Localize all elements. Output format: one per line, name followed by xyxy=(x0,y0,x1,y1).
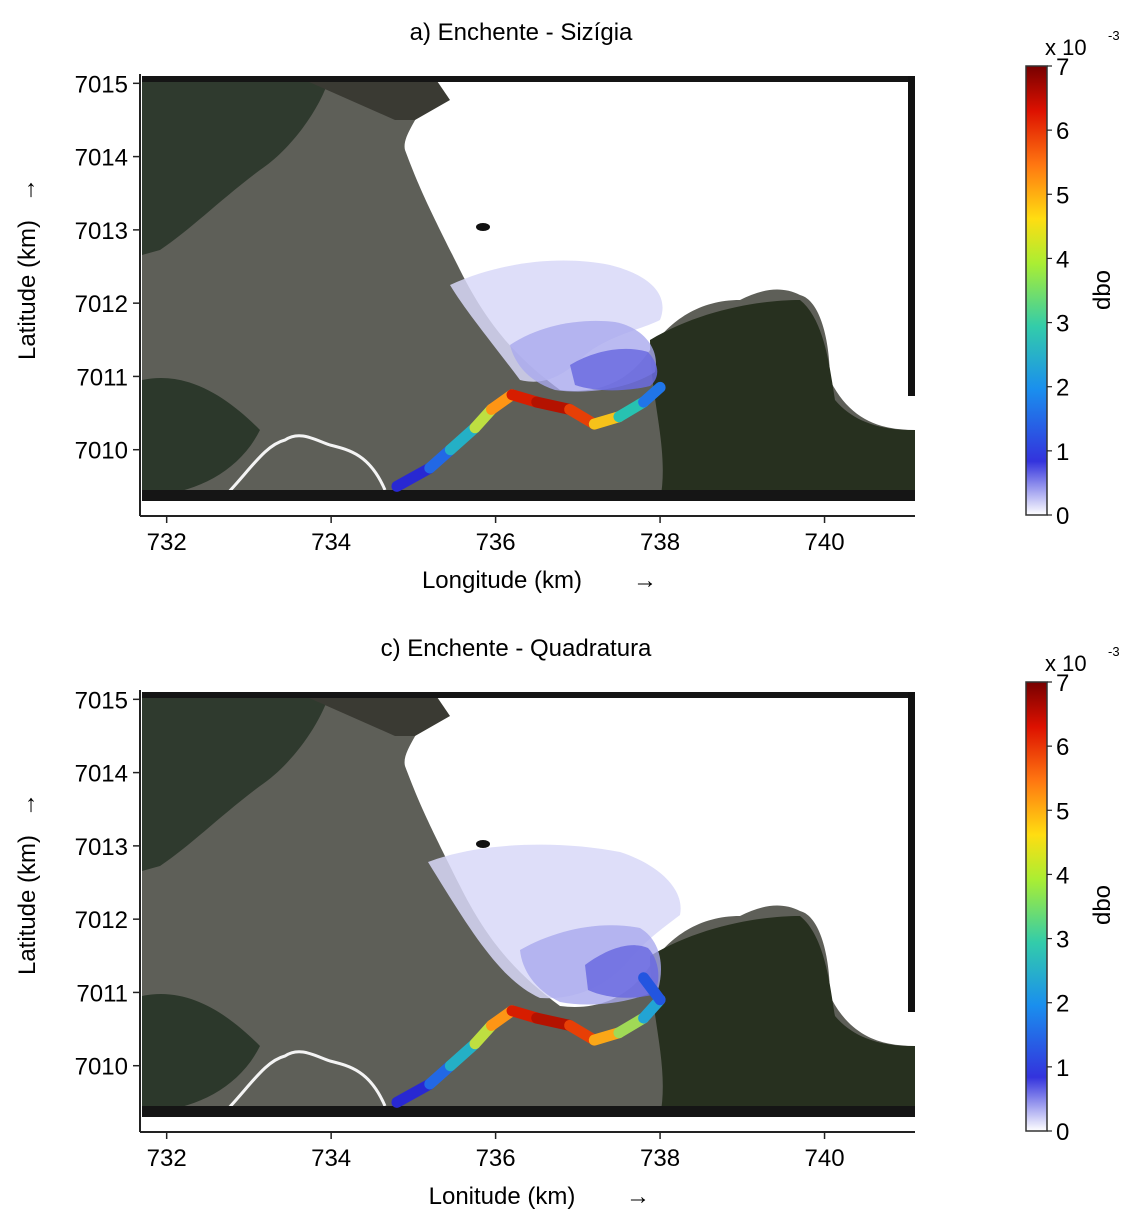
river-segment xyxy=(444,1038,481,1072)
river-segment xyxy=(638,972,666,1006)
river-segment xyxy=(638,381,666,408)
colorbar-tick-label: 2 xyxy=(1056,375,1069,402)
x-axis-label: Lonitude (km) → xyxy=(429,1183,650,1210)
colorbar-tick-label: 2 xyxy=(1056,991,1069,1018)
colorbar-label: dbo xyxy=(1089,885,1116,925)
y-tick-label: 7011 xyxy=(76,364,128,391)
colorbar-gradient xyxy=(1025,681,1048,1132)
river-segment xyxy=(391,462,436,492)
x-tick-label: 738 xyxy=(640,529,680,556)
colorbar-tick-label: 5 xyxy=(1056,182,1069,209)
x-tick-labels: 732 734 736 738 740 xyxy=(147,516,845,556)
x-tick-label: 734 xyxy=(311,529,351,556)
y-tick-label: 7012 xyxy=(75,291,128,318)
colorbar-ticks: 0 1 2 3 4 5 6 7 xyxy=(1047,670,1069,1146)
y-axis-title: Latitude (km) xyxy=(14,835,41,975)
y-tick-label: 7014 xyxy=(75,145,128,172)
y-axis-label: Latitude (km) → xyxy=(14,793,41,975)
colorbar-ticks: 0 1 2 3 4 5 6 7 xyxy=(1047,54,1069,530)
x-axis-title: Longitude (km) xyxy=(422,567,582,594)
colorbar-label: dbo xyxy=(1089,270,1116,310)
chart-title: a) Enchente - Sizígia xyxy=(410,19,633,46)
colorbar-tick-label: 4 xyxy=(1056,862,1069,889)
panel-c: c) Enchente - Quadratura 732 734 736 738 740… xyxy=(14,635,1120,1210)
colorbar-tick-label: 4 xyxy=(1056,246,1069,273)
colorbar-tick-label: 0 xyxy=(1056,1119,1069,1146)
arrow-up-icon: → xyxy=(14,793,41,817)
x-tick-label: 732 xyxy=(147,529,187,556)
river-trace xyxy=(391,972,666,1108)
colorbar-tick-label: 1 xyxy=(1056,439,1069,466)
arrow-right-icon: → xyxy=(633,567,657,594)
y-tick-label: 7013 xyxy=(75,834,128,861)
colorbar-tick-label: 3 xyxy=(1056,927,1069,954)
river-segment xyxy=(531,396,576,415)
map-background xyxy=(142,692,915,1117)
colorbar: 0 1 2 3 4 5 6 7 x 10 -3 dbo xyxy=(1025,28,1120,530)
colorbar-tick-label: 7 xyxy=(1056,670,1069,697)
y-tick-labels: 7010 7011 7012 7013 7014 7015 xyxy=(75,687,140,1081)
x-tick-label: 738 xyxy=(640,1145,680,1172)
x-tick-label: 734 xyxy=(311,1145,351,1172)
x-axis-label: Longitude (km) → xyxy=(422,567,657,594)
y-tick-label: 7015 xyxy=(75,687,128,714)
chart-title: c) Enchente - Quadratura xyxy=(381,635,652,662)
colorbar-gradient xyxy=(1025,65,1048,516)
dbo-plume xyxy=(450,260,663,392)
river-segment xyxy=(531,1012,576,1031)
plot-frame xyxy=(139,74,915,517)
x-tick-label: 740 xyxy=(805,1145,845,1172)
map-background xyxy=(142,76,915,501)
y-tick-label: 7010 xyxy=(75,438,128,465)
colorbar-exponent: -3 xyxy=(1108,644,1120,659)
y-tick-labels: 7010 7011 7012 7013 7014 7015 xyxy=(75,71,140,465)
colorbar-tick-label: 7 xyxy=(1056,54,1069,81)
colorbar-exponent: -3 xyxy=(1108,28,1120,43)
plot-frame xyxy=(139,690,915,1133)
x-tick-label: 740 xyxy=(805,529,845,556)
colorbar-tick-label: 6 xyxy=(1056,734,1069,761)
colorbar-tick-label: 3 xyxy=(1056,311,1069,338)
x-tick-label: 736 xyxy=(476,1145,516,1172)
x-axis-title: Lonitude (km) xyxy=(429,1183,576,1210)
x-tick-label: 736 xyxy=(476,529,516,556)
y-tick-label: 7012 xyxy=(75,907,128,934)
x-tick-label: 732 xyxy=(147,1145,187,1172)
colorbar-tick-label: 6 xyxy=(1056,118,1069,145)
y-axis-label: Latitude (km) → xyxy=(14,178,41,360)
x-tick-labels: 732 734 736 738 740 xyxy=(147,1132,845,1172)
river-trace xyxy=(391,381,666,492)
y-tick-label: 7013 xyxy=(75,218,128,245)
river-segment xyxy=(391,1078,436,1108)
colorbar-tick-label: 5 xyxy=(1056,798,1069,825)
colorbar-multiplier: x 10 xyxy=(1045,35,1087,60)
y-axis-title: Latitude (km) xyxy=(14,220,41,360)
dbo-plume xyxy=(428,844,681,1005)
y-tick-label: 7010 xyxy=(75,1054,128,1081)
arrow-right-icon: → xyxy=(626,1183,650,1210)
panel-a: a) Enchente - Sizígia 732 734 736 738 740 70… xyxy=(14,19,1120,594)
colorbar-tick-label: 1 xyxy=(1056,1055,1069,1082)
colorbar: 0 1 2 3 4 5 6 7 x 10 -3 dbo xyxy=(1025,644,1120,1146)
y-tick-label: 7015 xyxy=(75,71,128,98)
colorbar-tick-label: 0 xyxy=(1056,503,1069,530)
river-segment xyxy=(444,422,481,456)
y-tick-label: 7011 xyxy=(76,980,128,1007)
arrow-up-icon: → xyxy=(14,178,41,202)
y-tick-label: 7014 xyxy=(75,761,128,788)
colorbar-multiplier: x 10 xyxy=(1045,651,1087,676)
